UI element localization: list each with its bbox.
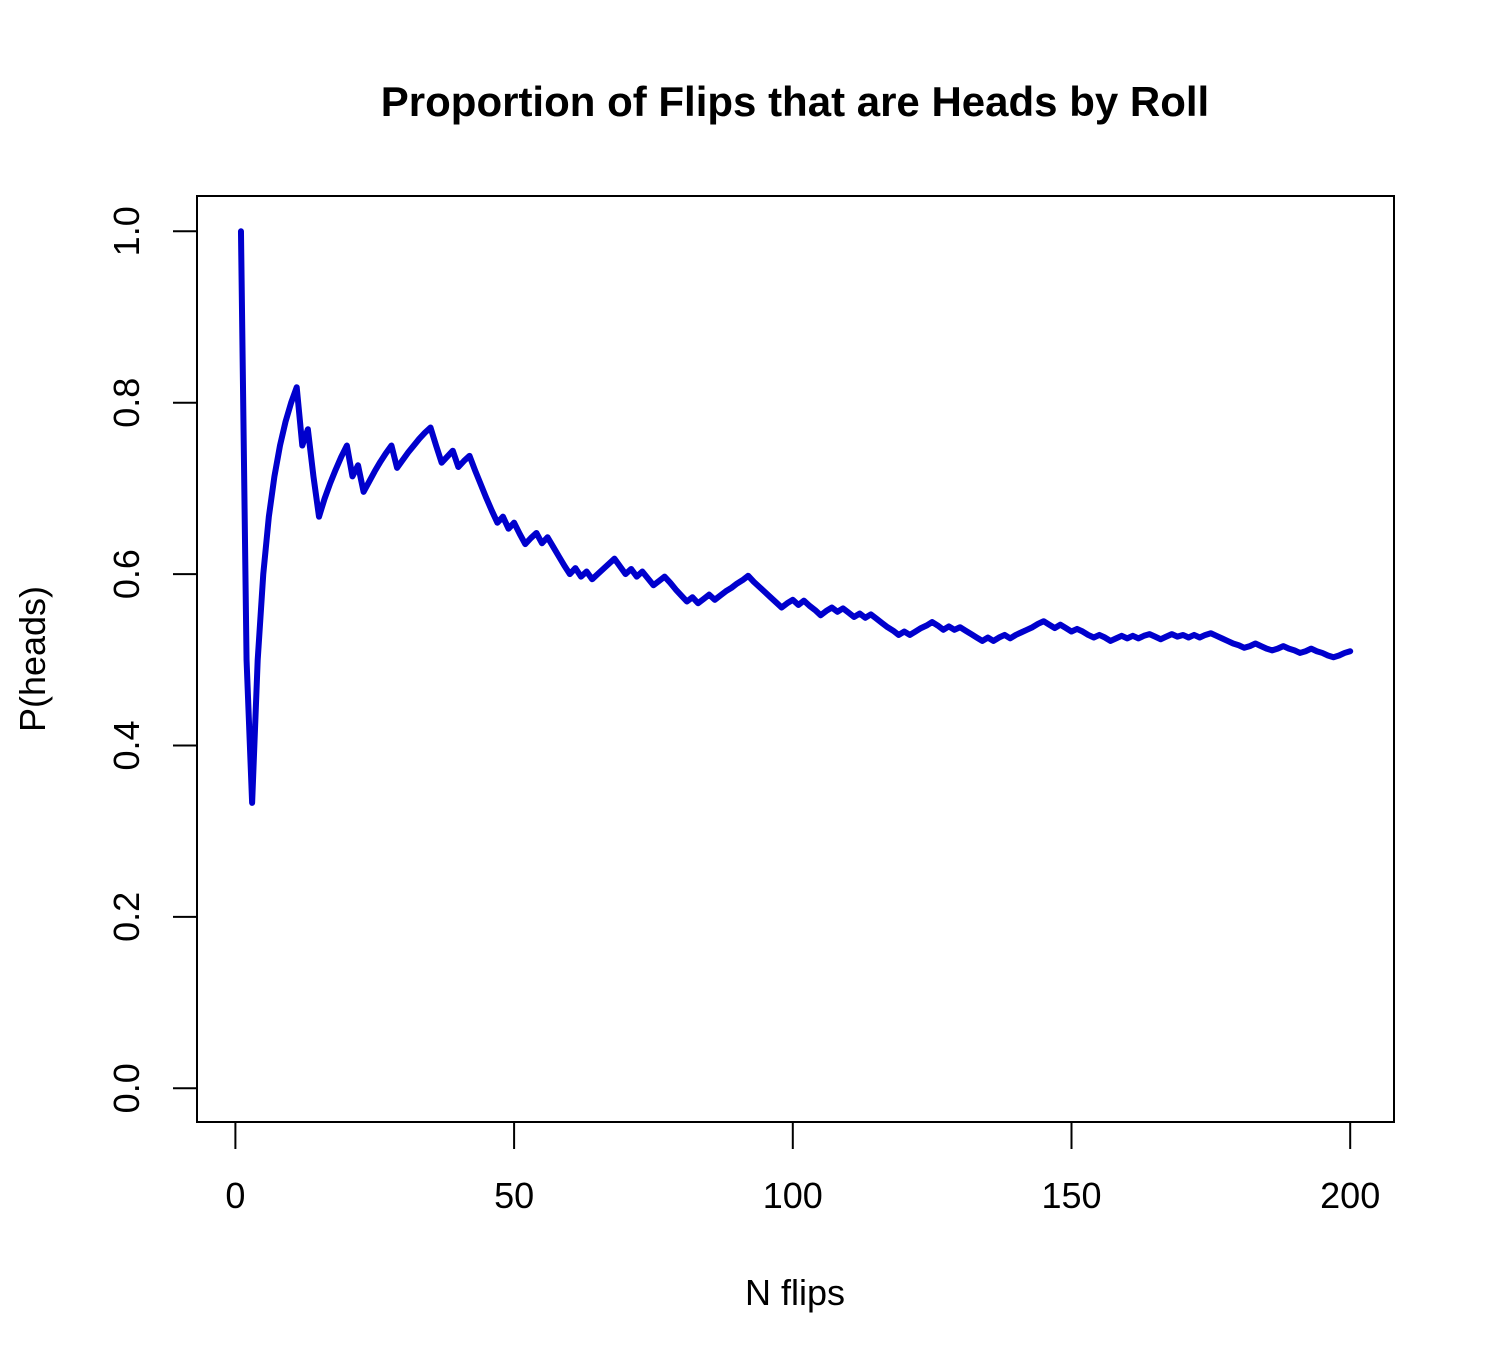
x-axis-label: N flips [745, 1272, 845, 1313]
y-tick-label: 1.0 [106, 206, 147, 256]
y-tick-label: 0.4 [106, 720, 147, 770]
y-tick-label: 0.0 [106, 1063, 147, 1113]
x-axis: 0 50 100 150 200 [225, 1121, 1380, 1216]
x-tick-label: 0 [225, 1175, 245, 1216]
y-tick-label: 0.2 [106, 892, 147, 942]
y-tick-label: 0.6 [106, 549, 147, 599]
y-axis: 0.0 0.2 0.4 0.6 0.8 1.0 [106, 206, 198, 1113]
x-tick-label: 150 [1041, 1175, 1101, 1216]
y-tick-label: 0.8 [106, 378, 147, 428]
chart-title: Proportion of Flips that are Heads by Ro… [381, 78, 1209, 125]
series-layer [237, 228, 1354, 806]
x-tick-label: 200 [1320, 1175, 1380, 1216]
plot-frame [196, 195, 1395, 1123]
y-axis-label: P(heads) [12, 586, 53, 732]
x-tick-label: 50 [494, 1175, 534, 1216]
series-line-0 [237, 228, 1354, 806]
x-tick-label: 100 [763, 1175, 823, 1216]
